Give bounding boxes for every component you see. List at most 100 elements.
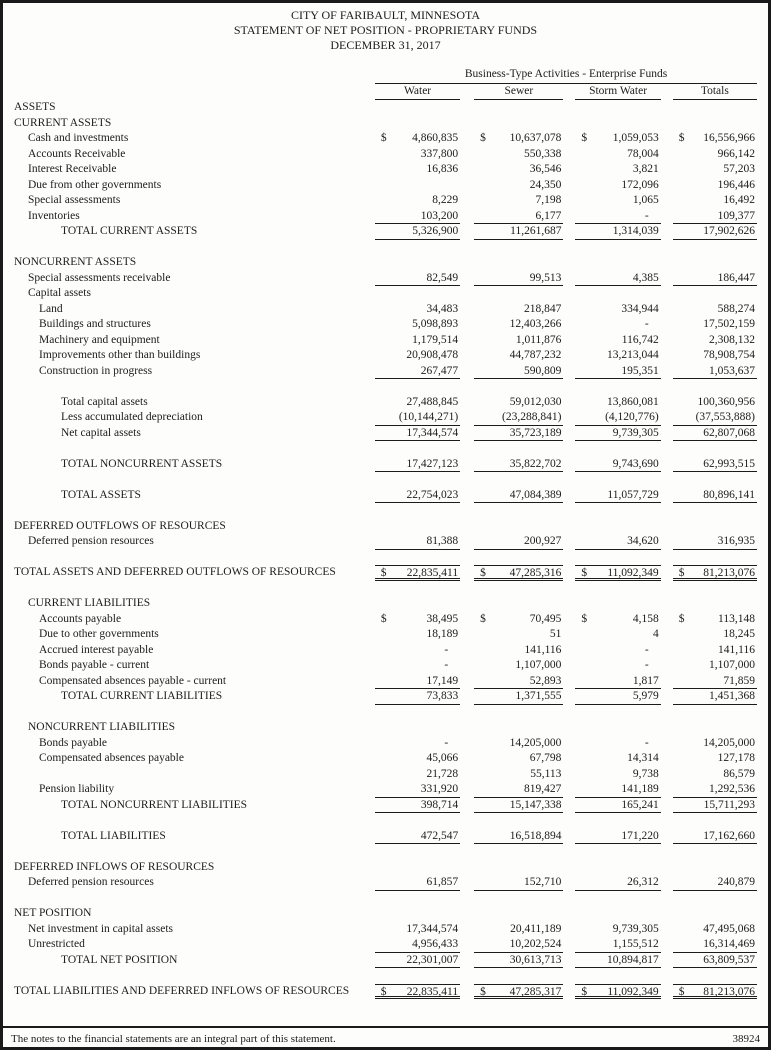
cell-value: 966,142 bbox=[717, 147, 756, 160]
currency-symbol: $ bbox=[480, 985, 486, 998]
cell-sewer: 141,116 bbox=[474, 643, 563, 659]
cell-value: 51 bbox=[549, 628, 562, 640]
cell-value: 1,011,876 bbox=[515, 333, 562, 346]
cell-value: 78,908,754 bbox=[703, 349, 755, 361]
column-group-header-row: Business-Type Activities - Enterprise Fu… bbox=[14, 67, 757, 84]
cell-storm-water: 13,860,081 bbox=[575, 395, 660, 411]
currency-symbol: $ bbox=[581, 567, 588, 579]
currency-symbol: $ bbox=[380, 612, 387, 625]
cell-value: 47,285,317 bbox=[509, 985, 562, 998]
cell-sewer: $47,285,316 bbox=[474, 565, 564, 581]
cell-water: 17,427,123 bbox=[374, 457, 461, 472]
currency-symbol: $ bbox=[480, 612, 486, 625]
cell-totals: 196,446 bbox=[673, 178, 757, 194]
cell-value: - bbox=[644, 643, 649, 656]
table-row: 21,728 55,113 9,738 86,579 bbox=[14, 767, 757, 783]
cell-value: 16,492 bbox=[723, 194, 756, 206]
table-row: Net investment in capital assets 17,344,5… bbox=[14, 922, 757, 938]
table-row: Unrestricted 4,956,433 10,202,524 1,155,512… bbox=[14, 937, 758, 953]
cell-totals: $16,556,966 bbox=[673, 131, 757, 147]
cell-storm-water: $4,158 bbox=[575, 612, 660, 628]
cell-storm-water: (4,120,776) bbox=[575, 410, 661, 426]
cell-storm-water: 171,220 bbox=[575, 829, 661, 844]
cell-value: 5,979 bbox=[632, 690, 659, 702]
cell-value: 267,477 bbox=[420, 364, 459, 377]
table-row: Deferred pension resources 61,857 152,710 2… bbox=[14, 875, 758, 891]
cell-value: 550,338 bbox=[524, 147, 562, 160]
cell-value: 196,446 bbox=[717, 178, 756, 191]
table-row: Bonds payable - current - 1,107,000 - 1,107,… bbox=[14, 658, 757, 674]
table-row: TOTAL ASSETS 22,754,023 47,084,389 11,057,7… bbox=[14, 488, 757, 503]
cell-storm-water: - bbox=[575, 317, 660, 333]
cell-value: 20,908,478 bbox=[406, 349, 459, 361]
cell-water: 34,483 bbox=[375, 302, 460, 318]
cell-totals: 14,205,000 bbox=[673, 736, 757, 752]
cell-value: 590,809 bbox=[524, 364, 562, 377]
cell-value: 11,057,729 bbox=[607, 488, 659, 501]
cell-totals: 78,908,754 bbox=[673, 348, 757, 364]
cell-value: 10,894,817 bbox=[606, 953, 659, 966]
table-row: Due from other governments 24,350 172,096 1… bbox=[14, 178, 757, 194]
cell-totals: 966,142 bbox=[673, 147, 757, 163]
cell-water: - bbox=[375, 736, 460, 752]
table-row: Less accumulated depreciation (10,144,271… bbox=[14, 410, 757, 426]
cell-value: 86,579 bbox=[723, 767, 755, 780]
table-row: Machinery and equipment 1,179,514 1,011,87… bbox=[14, 333, 757, 349]
row-label: TOTAL ASSETS AND DEFERRED OUTFLOWS OF RE… bbox=[14, 566, 336, 578]
cell-value: 5,326,900 bbox=[412, 225, 459, 237]
cell-value: 8,229 bbox=[432, 194, 459, 206]
cell-totals: 1,053,637 bbox=[672, 364, 757, 379]
cell-water: 82,549 bbox=[374, 271, 461, 286]
cell-value: 55,113 bbox=[530, 767, 562, 780]
cell-totals: 47,495,068 bbox=[673, 922, 757, 938]
row-label: TOTAL LIABILITIES AND DEFERRED INFLOWS O… bbox=[14, 984, 350, 997]
cell-water: 337,800 bbox=[375, 147, 460, 163]
cell-sewer: 218,847 bbox=[474, 302, 563, 318]
section-row: Capital assets bbox=[14, 286, 757, 302]
cell-water: 61,857 bbox=[374, 875, 461, 891]
cell-value: 22,754,023 bbox=[406, 488, 459, 501]
cell-storm-water: 4,385 bbox=[575, 271, 661, 286]
cell-value: 81,213,076 bbox=[703, 985, 755, 998]
cell-value: 100,360,956 bbox=[697, 395, 756, 408]
spacer-row bbox=[14, 891, 757, 907]
row-label: Interest Receivable bbox=[28, 163, 117, 175]
cell-storm-water: 11,057,729 bbox=[575, 488, 661, 503]
cell-value: 15,147,338 bbox=[509, 798, 562, 811]
cell-value: 17,344,574 bbox=[406, 922, 459, 935]
cell-storm-water: 26,312 bbox=[575, 875, 661, 891]
cell-totals: 71,859 bbox=[672, 674, 757, 689]
cell-storm-water: $11,092,349 bbox=[575, 565, 661, 581]
cell-value: 16,836 bbox=[426, 163, 459, 175]
cell-value: 78,004 bbox=[627, 147, 659, 160]
cell-totals: 17,162,660 bbox=[672, 829, 757, 844]
cell-value: 13,860,081 bbox=[606, 395, 659, 408]
cell-value: 81,388 bbox=[426, 535, 459, 547]
cell-totals: $113,148 bbox=[673, 612, 757, 628]
cell-value: 1,371,555 bbox=[515, 690, 562, 702]
page-number: 38924 bbox=[732, 1033, 761, 1045]
cell-sewer: 30,613,713 bbox=[474, 953, 564, 968]
column-group-header: Business-Type Activities - Enterprise Fu… bbox=[375, 67, 757, 84]
cell-value: 398,714 bbox=[420, 798, 459, 811]
cell-storm-water: 141,189 bbox=[575, 782, 661, 798]
table-row: Net capital assets 17,344,574 35,723,189 9,… bbox=[14, 426, 757, 441]
cell-storm-water: 10,894,817 bbox=[575, 953, 661, 968]
cell-value: (23,288,841) bbox=[502, 411, 562, 423]
cell-water: 398,714 bbox=[374, 798, 461, 813]
row-label: Improvements other than buildings bbox=[39, 349, 201, 361]
cell-storm-water: 334,944 bbox=[575, 302, 660, 318]
spacer-row bbox=[14, 379, 757, 395]
cell-storm-water: 14,314 bbox=[575, 751, 660, 767]
column-header-water: Water bbox=[374, 84, 461, 100]
cell-value: 38,495 bbox=[426, 612, 459, 625]
cell-storm-water: - bbox=[575, 736, 660, 752]
row-label: Buildings and structures bbox=[39, 318, 151, 330]
table-row: Compensated absences payable 45,066 67,798… bbox=[14, 751, 757, 767]
currency-symbol: $ bbox=[678, 132, 685, 144]
report-entity: CITY OF FARIBAULT, MINNESOTA bbox=[290, 8, 481, 22]
row-label: Accounts payable bbox=[39, 612, 122, 625]
cell-storm-water: 1,155,512 bbox=[575, 937, 661, 953]
cell-value: 1,053,637 bbox=[709, 364, 755, 377]
cell-value: 1,155,512 bbox=[612, 938, 659, 950]
